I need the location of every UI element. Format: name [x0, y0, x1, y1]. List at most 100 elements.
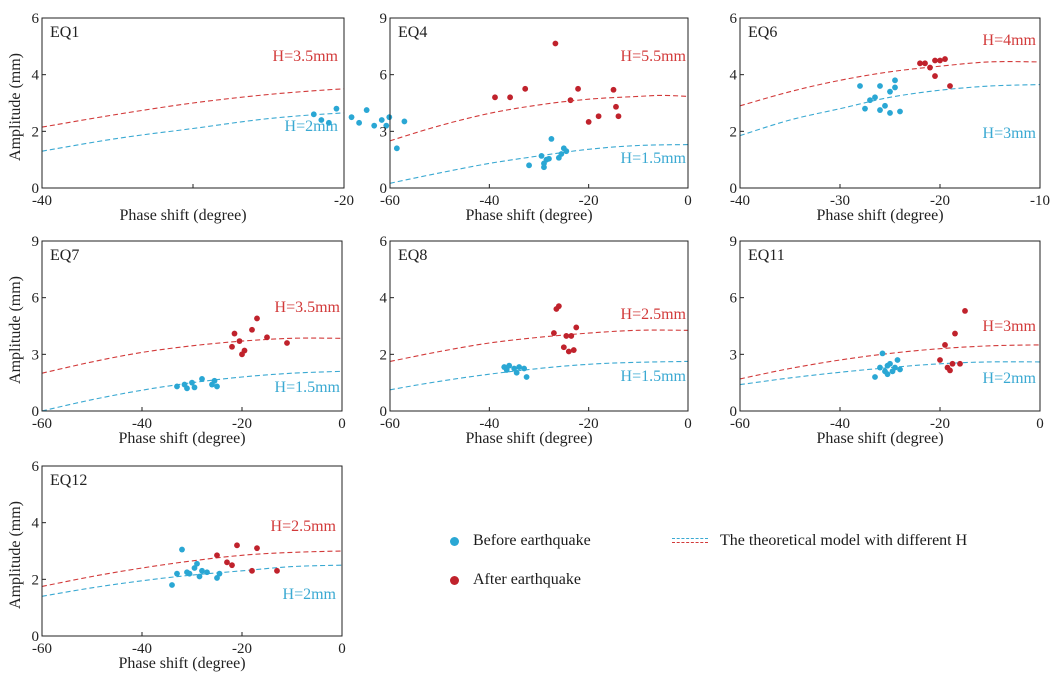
point-after: [229, 343, 235, 350]
model-label-red: H=3.5mm: [273, 48, 339, 65]
point-after: [937, 357, 943, 363]
point-before: [558, 151, 565, 157]
x-axis-label: Phase shift (degree): [119, 207, 246, 224]
point-before: [563, 148, 570, 155]
model-label-red: H=3.5mm: [275, 299, 341, 316]
point-after: [254, 545, 260, 552]
model-label-blue: H=1.5mm: [275, 379, 341, 396]
y-tick-label: 3: [32, 347, 40, 363]
y-tick-label: 4: [730, 68, 738, 84]
y-tick-label: 0: [730, 181, 738, 197]
point-before: [892, 364, 898, 371]
x-axis-label: Phase shift (degree): [118, 430, 245, 447]
y-tick-label: 2: [730, 124, 738, 140]
x-tick-label: -60: [32, 416, 52, 432]
x-tick-label: -20: [579, 416, 599, 432]
y-axis-label: Amplitude (mm): [7, 53, 24, 161]
panel-title: EQ8: [398, 247, 427, 264]
point-after: [932, 73, 938, 79]
point-before: [318, 117, 325, 123]
model-curve-red: [42, 550, 342, 587]
point-after: [942, 56, 948, 62]
point-after: [254, 315, 260, 322]
x-tick-label: -20: [334, 193, 354, 209]
x-tick-label: -20: [232, 416, 252, 432]
point-before: [882, 102, 888, 109]
x-tick-label: 0: [338, 416, 346, 432]
point-before: [503, 367, 510, 373]
point-before: [867, 97, 873, 104]
panel-title: EQ1: [50, 24, 79, 41]
y-tick-label: 0: [730, 404, 738, 420]
model-curve-blue: [42, 112, 344, 152]
y-tick-label: 6: [380, 234, 388, 250]
y-tick-label: 6: [32, 291, 40, 307]
panel-eq6: H=4mm H=3mm -40 -30 -20 -10 0 2 4 6 EQ6 Phase shift…: [730, 11, 1051, 224]
point-before: [186, 570, 193, 577]
model-label-red: H=5.5mm: [621, 48, 687, 65]
x-tick-label: -20: [930, 416, 950, 432]
model-curve-red: [42, 88, 344, 128]
y-tick-label: 6: [32, 11, 40, 27]
point-before: [857, 83, 863, 89]
y-tick-label: 4: [380, 291, 388, 307]
y-tick-label: 4: [32, 516, 40, 532]
point-before: [393, 145, 400, 152]
point-after: [952, 330, 958, 337]
point-before: [894, 357, 901, 363]
y-tick-label: 6: [730, 11, 738, 27]
model-curve-red: [390, 329, 688, 362]
point-before: [872, 374, 878, 380]
point-before: [196, 573, 203, 580]
panel-title: EQ4: [398, 24, 427, 41]
point-before: [526, 162, 532, 169]
point-after: [595, 113, 602, 120]
model-curve-blue: [390, 360, 688, 391]
point-after: [551, 330, 557, 336]
point-before: [386, 114, 393, 121]
point-before: [214, 383, 220, 390]
legend-label-after: After earthquake: [473, 571, 581, 588]
point-before: [884, 371, 891, 378]
x-tick-label: -40: [730, 193, 750, 209]
y-tick-label: 6: [380, 68, 388, 84]
point-after: [249, 567, 255, 574]
point-before: [191, 384, 198, 391]
legend-label-before: Before earthquake: [473, 532, 591, 549]
axes-frame: [739, 240, 1041, 412]
point-before: [887, 110, 893, 116]
x-axis-label: Phase shift (degree): [118, 655, 245, 672]
point-after: [241, 347, 248, 354]
point-before: [383, 122, 390, 129]
point-after: [563, 333, 570, 339]
point-before: [516, 364, 523, 370]
point-before: [326, 119, 332, 126]
point-after: [947, 367, 953, 374]
point-after: [522, 85, 529, 92]
y-axis-label: Amplitude (mm): [7, 276, 24, 384]
legend-marker-model: [672, 536, 708, 546]
y-tick-label: 6: [32, 459, 40, 475]
point-before: [214, 575, 220, 581]
model-curve-red: [390, 94, 688, 142]
panel-title: EQ6: [748, 24, 777, 41]
point-before: [521, 365, 527, 372]
point-before: [887, 88, 893, 95]
model-label-blue: H=1.5mm: [621, 368, 687, 385]
panel-eq8: H=2.5mm H=1.5mm -60 -40 -20 0 0 2 4 6 EQ8 Phase shi…: [380, 234, 692, 447]
model-label-blue: H=1.5mm: [621, 150, 687, 167]
point-before: [401, 118, 408, 125]
point-after: [585, 118, 592, 125]
point-after: [224, 559, 230, 566]
point-after: [570, 347, 577, 353]
point-before: [872, 94, 878, 101]
x-tick-label: 0: [684, 193, 692, 209]
model-label-red: H=2.5mm: [621, 306, 687, 323]
point-before: [513, 369, 520, 376]
panel-eq12: H=2.5mm H=2mm -60 -40 -20 0 0 2 4 6 EQ12 Phase shif…: [7, 459, 346, 672]
y-axis-label: Amplitude (mm): [7, 501, 24, 609]
point-before: [862, 105, 868, 112]
x-axis-label: Phase shift (degree): [816, 207, 943, 224]
point-before: [310, 111, 317, 118]
